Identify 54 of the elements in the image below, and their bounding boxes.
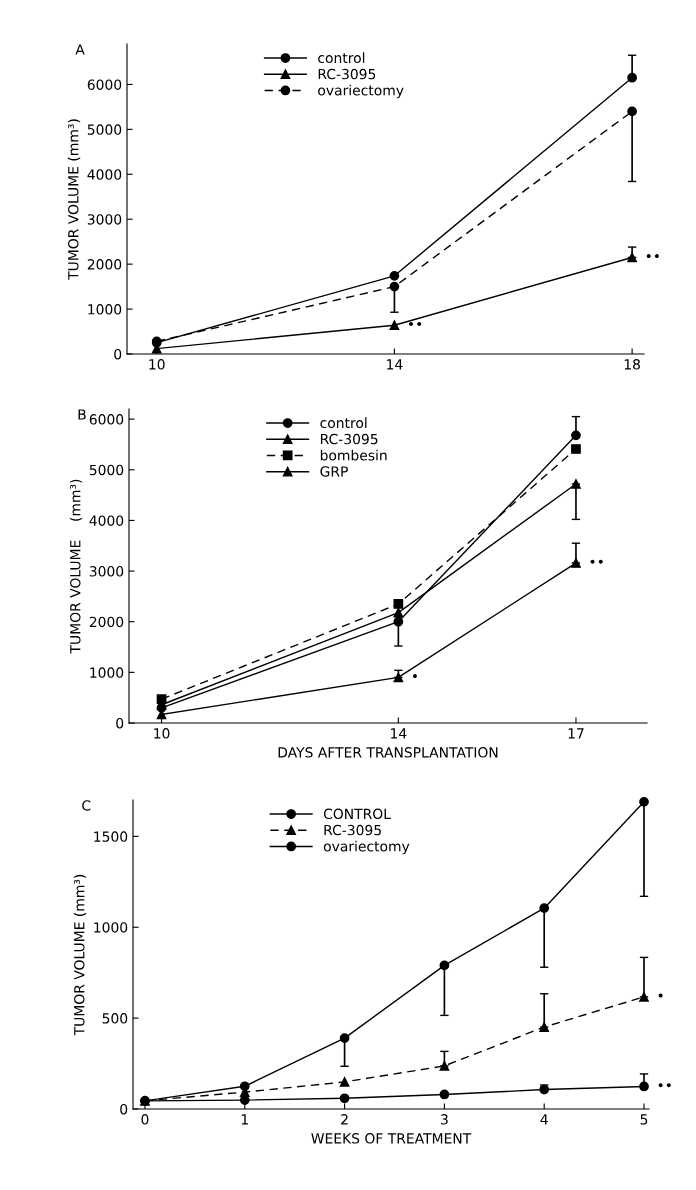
y-tick-label: 3000 [89, 566, 124, 577]
legend-label: bombesin [320, 449, 387, 461]
annotation: • [658, 993, 663, 998]
y-tick-label: 1000 [88, 304, 122, 315]
x-tick-label: 14 [391, 728, 407, 739]
annotation: •• [408, 321, 422, 326]
chart-title: C [82, 800, 91, 811]
y-tick-label: 0 [120, 1103, 128, 1115]
x-tick-label: 14 [387, 359, 403, 370]
annotation: •• [646, 254, 659, 259]
x-tick-label: 2 [341, 1114, 348, 1125]
x-tick-label: 3 [441, 1114, 448, 1125]
legend-label: RC-3095 [324, 824, 381, 836]
y-tick-label: 6000 [89, 414, 124, 425]
x-tick-label: 0 [141, 1114, 149, 1125]
legend-label: GRP [320, 466, 348, 477]
y-axis-title: TUMOR VOLUME (mm³) [69, 479, 83, 654]
x-tick-label: 17 [568, 728, 584, 739]
y-tick-label: 1000 [90, 667, 124, 678]
annotation: • [412, 674, 417, 679]
legend-label: RC-3095 [318, 68, 376, 80]
x-tick-label: 10 [149, 359, 165, 370]
legend-label: control [318, 52, 365, 64]
y-tick-label: 2000 [89, 616, 124, 628]
annotation: •• [658, 1083, 671, 1088]
x-tick-label: 1 [241, 1114, 248, 1125]
y-tick-label: 0 [116, 717, 124, 729]
legend-label: RC-3095 [320, 433, 378, 445]
x-axis-title: DAYS AFTER TRANSPLANTATION [278, 747, 498, 758]
legend-label: CONTROL [323, 808, 391, 820]
y-tick-label: 5000 [87, 124, 122, 135]
y-tick-label: 2000 [87, 259, 122, 270]
legend-label: control [320, 417, 367, 429]
y-tick-label: 500 [102, 1013, 128, 1024]
legend-label: ovariectomy [323, 840, 410, 855]
y-tick-label: 0 [114, 348, 122, 360]
y-tick-label: 1000 [94, 922, 128, 933]
y-tick-label: 6000 [87, 79, 122, 90]
chart-title: A [75, 44, 85, 55]
y-tick-label: 4000 [89, 515, 124, 526]
chart-title: B [78, 409, 86, 420]
x-tick-label: 5 [640, 1114, 648, 1125]
y-axis-title: TUMOR VOLUME (mm³) [73, 874, 87, 1036]
y-tick-label: 3000 [87, 214, 122, 225]
y-tick-label: 4000 [87, 169, 122, 180]
x-tick-label: 10 [154, 728, 170, 739]
y-tick-label: 5000 [89, 464, 124, 476]
y-tick-label: 1500 [94, 831, 128, 842]
x-tick-label: 18 [624, 359, 640, 370]
y-axis-title: TUMOR VOLUME (mm³) [67, 119, 81, 280]
x-tick-label: 4 [540, 1114, 548, 1125]
annotation: •• [590, 559, 603, 564]
legend-label: ovariectomy [318, 84, 404, 99]
x-axis-title: WEEKS OF TREATMENT [311, 1133, 472, 1144]
